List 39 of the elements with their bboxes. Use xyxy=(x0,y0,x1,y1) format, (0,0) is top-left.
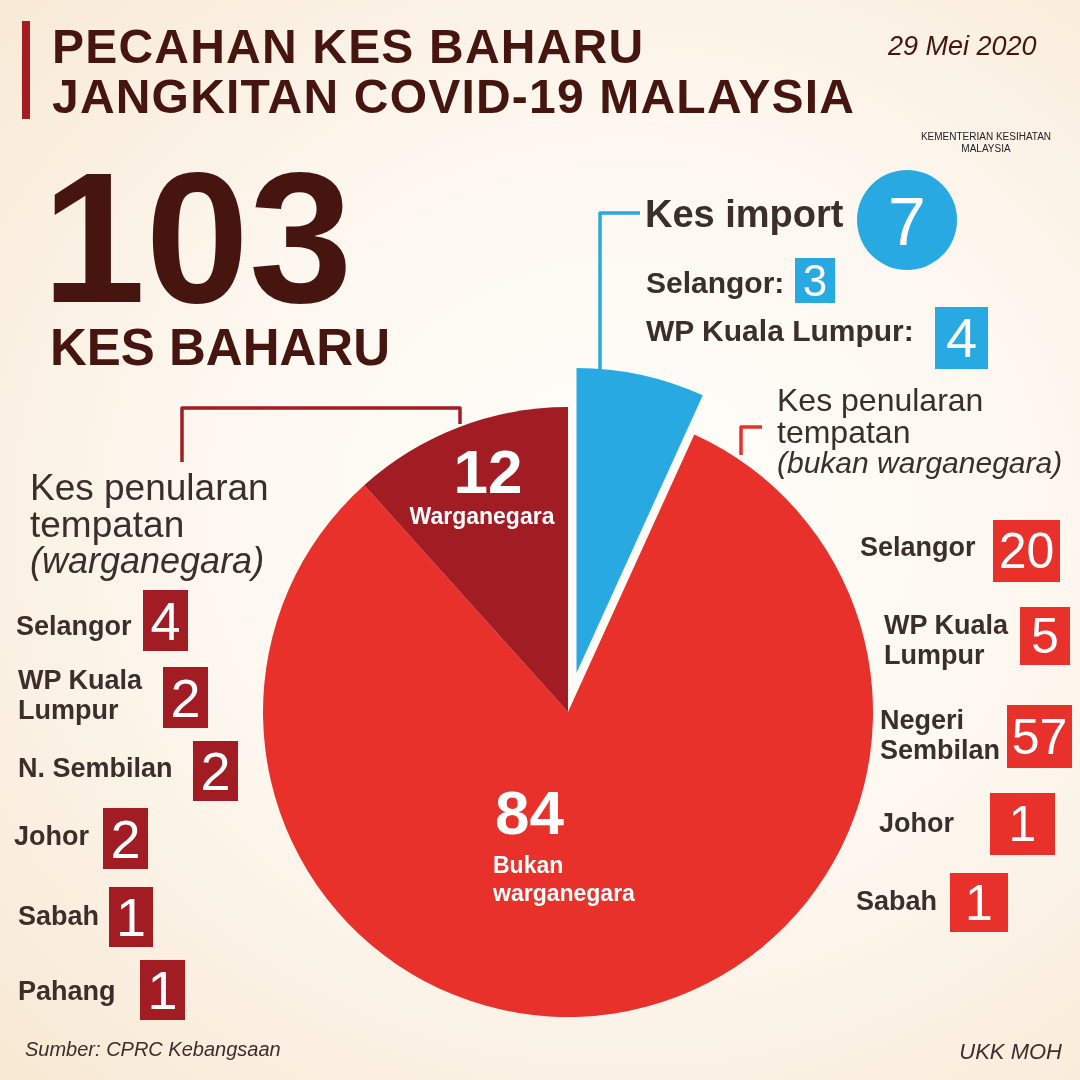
text: Sumber: CPRC Kebangsaan xyxy=(25,1038,281,1060)
text: Kes penularan tempatan xyxy=(777,382,985,450)
text: Sabah xyxy=(18,901,100,931)
data-label: 7 xyxy=(888,183,926,259)
text: Johor xyxy=(879,808,955,838)
number-box: 2 xyxy=(163,667,208,728)
number-box: 3 xyxy=(795,258,835,303)
text: KEMENTERIAN KESIHATAN MALAYSIA xyxy=(919,131,1053,155)
text: Johor xyxy=(14,821,90,851)
text: Sabah xyxy=(856,886,938,916)
text: WP Kuala Lumpur xyxy=(18,665,144,725)
text: Selangor xyxy=(860,532,976,562)
text: Selangor xyxy=(16,611,132,641)
text: Kes penularan tempatan xyxy=(30,467,270,545)
text: UKK MOH xyxy=(959,1039,1062,1064)
chart-subtitle: 29 Mei 2020 xyxy=(888,31,1037,61)
text: Negeri Sembilan xyxy=(880,705,1002,765)
number-box: 20 xyxy=(993,520,1060,582)
number-box: 4 xyxy=(143,590,188,651)
number-box: 1 xyxy=(109,887,153,947)
number-box: 4 xyxy=(935,307,988,369)
data-label: 84 xyxy=(495,778,564,847)
chart-title: PECAHAN KES BAHARU JANGKITAN COVID-19 MALAYSIA xyxy=(52,20,857,123)
number-box: 2 xyxy=(103,808,148,869)
text: Selangor: xyxy=(646,266,785,299)
text: WP Kuala Lumpur xyxy=(884,610,1010,670)
text: WP Kuala Lumpur: xyxy=(646,314,914,347)
number-box: 1 xyxy=(950,873,1008,932)
text: N. Sembilan xyxy=(18,753,173,783)
slice-label: Warganegara xyxy=(409,503,555,529)
number-box: 57 xyxy=(1007,705,1072,768)
number-box: 1 xyxy=(140,960,185,1020)
slice-label: Kes import xyxy=(645,193,844,235)
slice-label: Bukan warganegara xyxy=(493,851,636,907)
number-box: 2 xyxy=(193,741,238,801)
text: Pahang xyxy=(18,976,116,1006)
data-label: 12 xyxy=(453,437,523,506)
number-box: 1 xyxy=(990,793,1055,855)
number-box: 5 xyxy=(1020,607,1070,665)
